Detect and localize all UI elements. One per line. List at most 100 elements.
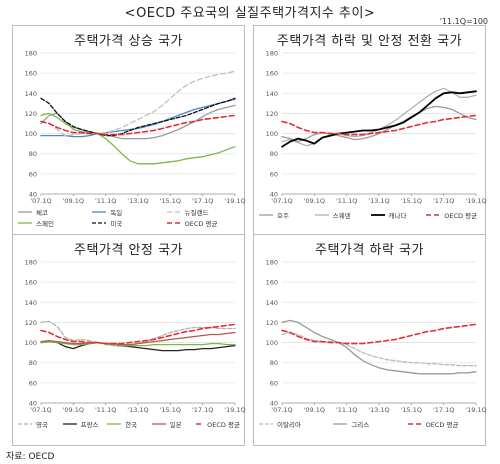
x-tick-label: '19.1Q (224, 197, 245, 205)
y-tick-label: 100 (25, 130, 37, 138)
x-tick-label: '15.1Q (401, 406, 422, 414)
y-tick-label: 80 (270, 150, 278, 158)
y-tick-label: 160 (266, 279, 278, 287)
series-line (281, 90, 477, 148)
legend-item: OECD 평균 (425, 210, 481, 220)
legend-swatch (166, 211, 181, 213)
y-tick-label: 160 (266, 70, 278, 78)
x-tick-label: '13.1Q (127, 406, 148, 414)
x-tick-label: '17.1Q (433, 406, 454, 414)
legend-label: 체코 (36, 209, 48, 217)
legend-item: 미국 (91, 218, 165, 228)
legend-swatch (62, 423, 77, 425)
chart-plot: 40 60 80 100 120 140 160 180 '07.1Q '09.1Q '11.1Q '… (266, 50, 487, 206)
y-tick-label: 100 (266, 130, 278, 138)
chart-title: 주택가격 하락 국가 (315, 243, 424, 258)
y-tick-label: 80 (29, 150, 37, 158)
legend-swatch (196, 423, 205, 425)
y-tick-label: 60 (29, 170, 37, 178)
legend-item: 체코 (17, 207, 91, 217)
y-tick-label: 140 (25, 90, 37, 98)
series-line (281, 331, 477, 367)
y-tick-label: 120 (25, 319, 37, 327)
chart-legend: 영국 프랑스 한국 일본 OECD 평균 (17, 419, 240, 429)
x-tick-label: '17.1Q (192, 406, 213, 414)
series-line (281, 323, 477, 345)
legend-item: OECD 평균 (166, 218, 240, 228)
legend-swatch (314, 214, 329, 216)
y-tick-label: 160 (25, 279, 37, 287)
series-line (40, 98, 236, 138)
legend-swatch (151, 423, 166, 425)
legend-swatch (18, 222, 32, 224)
legend-label: 프랑스 (80, 421, 99, 429)
x-tick-label: '07.1Q (271, 197, 292, 205)
y-tick-label: 40 (270, 191, 278, 199)
legend-item: 영국 (17, 419, 62, 429)
series-line (281, 319, 477, 375)
legend-swatch (407, 423, 422, 425)
legend-item: 프랑스 (62, 419, 107, 429)
legend-label: OECD 평균 (425, 421, 459, 429)
y-tick-label: 60 (29, 379, 37, 387)
x-tick-label: '11.1Q (336, 406, 357, 414)
chart-legend: 호주 스웨덴 캐나다 OECD 평균 (258, 210, 481, 220)
chart-title: 주택가격 안정 국가 (74, 243, 183, 258)
page-title: <OECD 주요국의 실질주택가격지수 추이> (124, 6, 376, 21)
chart-panel-stable: 주택가격 안정 국가 40 60 80 100 120 140 160 180 '07.1Q '0… (12, 234, 246, 446)
x-tick-label: '15.1Q (401, 197, 422, 205)
y-tick-label: 60 (270, 170, 278, 178)
y-tick-label: 40 (29, 400, 37, 408)
y-tick-label: 180 (25, 50, 37, 58)
y-tick-label: 120 (266, 319, 278, 327)
chart-panel-falling: 주택가격 하락 국가 40 60 80 100 120 140 160 180 '07.1Q '0… (253, 234, 487, 446)
base-note: '11.1Q=100 (439, 17, 488, 26)
y-tick-label: 180 (25, 259, 37, 267)
legend-label: 스웨덴 (332, 212, 351, 220)
x-tick-label: '15.1Q (160, 406, 181, 414)
series-line (40, 114, 236, 136)
legend-swatch (92, 211, 107, 213)
y-tick-label: 120 (25, 110, 37, 118)
legend-item: 이탈리아 (258, 419, 332, 429)
legend-label: 영국 (36, 421, 48, 429)
x-tick-label: '09.1Q (63, 406, 84, 414)
chart-panel-falling-stabilizing: 주택가격 하락 및 안정 전환 국가 40 60 80 100 120 140 160 180… (253, 25, 487, 237)
chart-legend: 이탈리아 그리스 OECD 평균 (258, 419, 481, 429)
legend-swatch (426, 214, 441, 216)
series-line (40, 323, 236, 345)
legend-item: 캐나다 (370, 210, 426, 220)
series-line (40, 97, 236, 137)
y-tick-label: 180 (266, 50, 278, 58)
y-tick-label: 140 (266, 90, 278, 98)
chart-title: 주택가격 상승 국가 (74, 34, 183, 49)
series-line (281, 87, 477, 147)
legend-item: 독일 (91, 207, 165, 217)
legend-item: OECD 평균 (195, 419, 240, 429)
legend-label: 이탈리아 (277, 421, 301, 429)
x-tick-label: '09.1Q (63, 197, 84, 205)
legend-swatch (18, 211, 32, 213)
legend-label: 뉴질랜드 (184, 209, 209, 217)
x-tick-label: '11.1Q (95, 406, 116, 414)
series-line (40, 331, 236, 346)
legend-label: OECD 평균 (207, 421, 240, 429)
x-tick-label: '13.1Q (368, 406, 389, 414)
source-note: 자료: OECD (6, 452, 55, 462)
y-tick-label: 160 (25, 70, 37, 78)
legend-label: 호주 (277, 212, 289, 220)
legend-label: OECD 평균 (444, 212, 478, 220)
chart-panel-rising: 주택가격 상승 국가 40 60 80 100 120 140 160 180 '07.1Q '0… (12, 25, 246, 237)
y-tick-label: 80 (29, 359, 37, 367)
legend-item: 호주 (258, 210, 314, 220)
x-tick-label: '07.1Q (30, 406, 51, 414)
legend-label: 독일 (110, 209, 123, 217)
legend-label: 미국 (110, 220, 123, 228)
chart-title: 주택가격 하락 및 안정 전환 국가 (276, 34, 463, 49)
x-tick-label: '07.1Q (30, 197, 51, 205)
chart-plot: 40 60 80 100 120 140 160 180 '07.1Q '09.1Q '11.1Q '… (25, 50, 246, 206)
y-tick-label: 140 (25, 299, 37, 307)
legend-swatch (18, 423, 32, 425)
chart-plot: 40 60 80 100 120 140 160 180 '07.1Q '09.1Q '11.1Q '… (25, 259, 246, 415)
legend-swatch (107, 423, 122, 425)
